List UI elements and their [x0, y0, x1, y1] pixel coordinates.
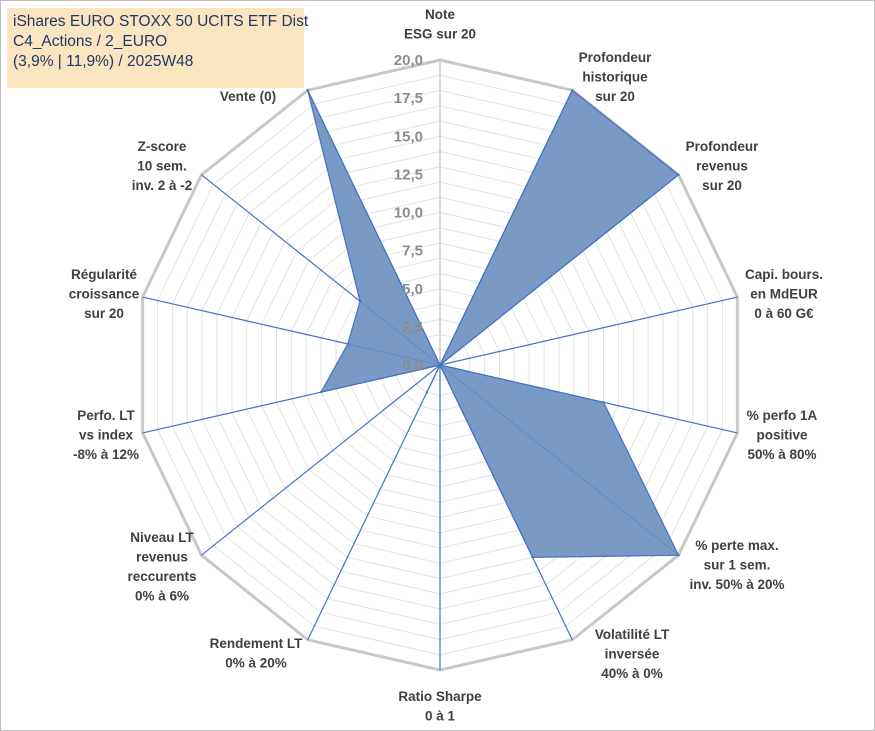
- axis-label: Régularité croissance sur 20: [69, 267, 140, 321]
- axis-label-line: Niveau LT: [130, 530, 194, 545]
- tick-label: 7,5: [402, 243, 423, 260]
- axis-label: Perfo. LT vs index -8% à 12%: [73, 408, 139, 462]
- axis-label-line: historique: [582, 70, 648, 85]
- axis-label: Profondeur historique sur 20: [579, 50, 652, 104]
- axis-label-line: Volatilité LT: [595, 627, 670, 642]
- axis-label-line: inv. 50% à 20%: [689, 577, 784, 592]
- tick-label: 10,0: [394, 205, 423, 222]
- axis-label-line: sur 20: [84, 306, 124, 321]
- axis-label-line: vs index: [79, 428, 134, 443]
- axis-label: Ratio Sharpe 0 à 1: [398, 689, 482, 724]
- axis-label-line: % perte max.: [695, 538, 778, 553]
- axis-label-line: 0 à 60 G€: [754, 306, 814, 321]
- axis-label-line: % perfo 1A: [747, 408, 818, 423]
- data-point: [571, 89, 574, 92]
- title-line-3: (3,9% | 11,9%) / 2025W48: [13, 53, 194, 70]
- axis-label-line: 0 à 1: [425, 709, 456, 724]
- axis-label: Profondeur revenus sur 20: [686, 139, 759, 193]
- axis-label-line: Profondeur: [686, 139, 759, 154]
- axis-label: % perfo 1A positive 50% à 80%: [747, 408, 818, 462]
- title-line-1: iShares EURO STOXX 50 UCITS ETF Dist: [13, 13, 309, 30]
- axis-label-line: 0% à 6%: [135, 589, 189, 604]
- data-point: [358, 300, 362, 303]
- axis-label: Capi. bours. en MdEUR 0 à 60 G€: [745, 267, 823, 321]
- spoke-line: [307, 364, 441, 641]
- data-point: [677, 554, 680, 557]
- axis-label-line: sur 1 sem.: [704, 558, 771, 573]
- axis-label: Z-score 10 sem. inv. 2 à -2: [132, 139, 193, 193]
- axis-label: Note ESG sur 20: [404, 7, 476, 42]
- tick-label: 0,0: [402, 357, 423, 374]
- axis-label-line: inversée: [605, 647, 660, 662]
- axis-label-line: positive: [756, 428, 808, 443]
- data-point: [602, 401, 605, 404]
- title-line-2: C4_Actions / 2_EURO: [13, 33, 168, 50]
- axis-label-line: sur 20: [595, 89, 635, 104]
- axis-label-line: Ratio Sharpe: [398, 689, 482, 704]
- axis-label: Niveau LT revenus reccurents 0% à 6%: [127, 530, 196, 604]
- axis-label-line: croissance: [69, 287, 140, 302]
- tick-label: 12,5: [394, 166, 423, 183]
- axis-label-line: Capi. bours.: [745, 267, 823, 282]
- axis-label-line: inv. 2 à -2: [132, 178, 193, 193]
- axis-label-line: Régularité: [71, 267, 138, 282]
- tick-label: 2,5: [402, 319, 423, 336]
- axis-label: Rendement LT 0% à 20%: [210, 636, 304, 671]
- data-point: [306, 89, 309, 92]
- axis-label-line: sur 20: [702, 178, 742, 193]
- data-point: [319, 390, 323, 394]
- axis-label-line: Rendement LT: [210, 636, 304, 651]
- tick-label: 15,0: [394, 128, 423, 145]
- chart-title: iShares EURO STOXX 50 UCITS ETF Dist C4_…: [7, 8, 309, 88]
- tick-label: 5,0: [402, 281, 423, 298]
- axis-label-line: -8% à 12%: [73, 447, 139, 462]
- tick-label: 17,5: [394, 90, 423, 107]
- axis-label-line: en MdEUR: [750, 287, 818, 302]
- axis-label-line: 0% à 20%: [225, 656, 287, 671]
- axis-label-line: ESG sur 20: [404, 27, 476, 42]
- axis-label: Volatilité LT inversée 40% à 0%: [595, 627, 670, 681]
- data-point: [438, 363, 442, 367]
- axis-label-line: Perfo. LT: [77, 408, 135, 423]
- axis-label-line: Vente (0): [220, 89, 276, 104]
- axis-label-line: Note: [425, 7, 455, 22]
- data-point: [425, 391, 428, 394]
- spoke-line: [201, 364, 441, 556]
- spoke-line: [439, 296, 738, 366]
- axis-label-line: revenus: [696, 159, 748, 174]
- axis-label-line: 40% à 0%: [601, 666, 663, 681]
- axis-label: % perte max. sur 1 sem. inv. 50% à 20%: [689, 538, 784, 592]
- axis-label-line: revenus: [136, 550, 188, 565]
- tick-label: 20,0: [394, 52, 423, 69]
- axis-label-line: reccurents: [127, 569, 196, 584]
- axis-label-line: 50% à 80%: [747, 447, 816, 462]
- data-point: [677, 173, 680, 176]
- axis-label-line: 10 sem.: [137, 159, 187, 174]
- data-point: [531, 556, 534, 559]
- axis-label-line: Z-score: [138, 139, 187, 154]
- axis-label-line: Profondeur: [579, 50, 652, 65]
- data-point: [346, 342, 349, 346]
